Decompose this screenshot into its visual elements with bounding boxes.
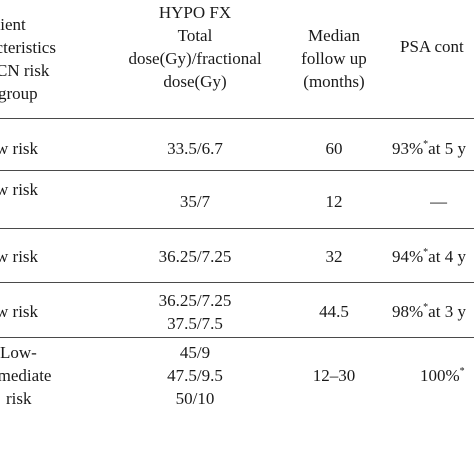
risk-line: rmediate (0, 366, 52, 385)
risk-line: risk (6, 389, 32, 408)
psa-value: — (430, 192, 447, 211)
row3-followup: 32 (325, 247, 343, 266)
psa-detail: at 5 y (428, 139, 466, 158)
header-col2-line: Total (177, 26, 213, 45)
psa-significance-mark: * (423, 302, 429, 313)
psa-value: 93% (392, 139, 424, 158)
header-psa-control: PSA cont (400, 35, 474, 58)
dose-line: 50/10 (175, 389, 215, 408)
row4-risk: w risk (0, 300, 80, 323)
header-hypo-fx: HYPO FX Total dose(Gy)/fractional dose(G… (100, 1, 290, 93)
header-col2-line: dose(Gy) (163, 72, 227, 91)
row1-followup: 60 (325, 139, 343, 158)
header-patient-characteristics: atient acteristics CN risk group (0, 13, 80, 105)
psa-detail: at 4 y (428, 247, 466, 266)
row3-risk: w risk (0, 245, 80, 268)
row2-followup: 12 (325, 192, 343, 211)
header-divider (0, 118, 474, 119)
row-divider (0, 282, 474, 283)
dose-line: 35/7 (179, 192, 211, 211)
risk-line: w risk (0, 247, 39, 266)
header-col1-line: acteristics (0, 38, 56, 57)
row3-dose: 36.25/7.25 (100, 245, 290, 268)
dose-line: 37.5/7.5 (167, 314, 223, 333)
row4-dose: 36.25/7.25 37.5/7.5 (100, 289, 290, 335)
psa-significance-mark: * (423, 139, 429, 150)
row2-psa: — (430, 190, 474, 213)
dose-line: 36.25/7.25 (158, 247, 232, 266)
row4-psa: 98%*at 3 y (392, 300, 474, 323)
row5-risk: Low- rmediate risk (0, 341, 80, 410)
row-divider (0, 170, 474, 171)
risk-line: w risk (0, 180, 39, 199)
risk-line: w risk (0, 302, 39, 321)
psa-value: 98% (392, 302, 424, 321)
psa-value: 100% (420, 366, 460, 385)
row5-followup: 12–30 (312, 366, 356, 385)
dose-line: 36.25/7.25 (158, 291, 232, 310)
psa-detail: at 3 y (428, 302, 466, 321)
dose-line: 33.5/6.7 (167, 139, 223, 158)
row5-psa: 100%* (420, 364, 474, 387)
row-divider (0, 337, 474, 338)
row1-dose: 33.5/6.7 (100, 137, 290, 160)
header-col3-line: Median (308, 26, 360, 45)
dose-line: 47.5/9.5 (167, 366, 223, 385)
row2-dose: 35/7 (100, 190, 290, 213)
header-col1-line: CN risk (0, 61, 50, 80)
header-col1-line: group (0, 84, 38, 103)
header-col2-line: dose(Gy)/fractional (128, 49, 262, 68)
risk-line: Low- (0, 343, 37, 362)
header-col1-line: atient (0, 15, 26, 34)
header-col2-line: HYPO FX (158, 3, 232, 22)
header-col4-line: PSA cont (400, 37, 464, 56)
psa-significance-mark: * (459, 366, 465, 377)
header-median-follow-up: Median follow up (months) (282, 24, 386, 93)
dose-line: 45/9 (179, 343, 211, 362)
header-col3-line: follow up (301, 49, 367, 68)
row4-followup: 44.5 (319, 302, 349, 321)
row1-psa: 93%*at 5 y (392, 137, 474, 160)
row1-risk: w risk (0, 137, 80, 160)
row3-psa: 94%*at 4 y (392, 245, 474, 268)
header-col3-line: (months) (303, 72, 365, 91)
psa-value: 94% (392, 247, 424, 266)
risk-line: w risk (0, 139, 39, 158)
row-divider (0, 228, 474, 229)
row5-dose: 45/9 47.5/9.5 50/10 (100, 341, 290, 410)
row2-risk: w risk (0, 178, 80, 201)
psa-significance-mark: * (423, 247, 429, 258)
